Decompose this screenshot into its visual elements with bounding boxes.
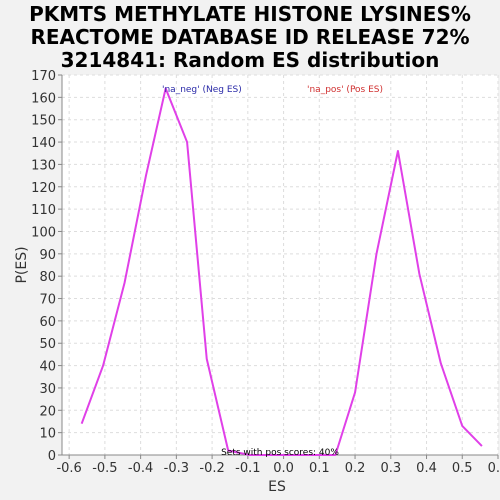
x-axis-label: ES bbox=[268, 479, 286, 495]
y-tick-label-9: 90 bbox=[39, 248, 56, 263]
series-line-0 bbox=[80, 87, 483, 456]
title-line-3: 3214841: Random ES distribution bbox=[61, 48, 440, 72]
x-tick-label-7: 0.1 bbox=[309, 461, 330, 476]
pos-scores-annotation: Sets with pos scores: 40% bbox=[221, 448, 339, 458]
y-tick-label-3: 30 bbox=[39, 382, 56, 397]
y-tick-label-5: 50 bbox=[39, 337, 56, 352]
y-tick-label-6: 60 bbox=[39, 315, 56, 330]
y-axis-label: P(ES) bbox=[14, 246, 30, 283]
y-tick-label-2: 20 bbox=[39, 404, 56, 419]
y-tick-label-13: 130 bbox=[31, 158, 56, 173]
y-tick-label-15: 150 bbox=[31, 114, 56, 129]
x-tick-label-12: 0.6 bbox=[488, 461, 500, 476]
y-tick-label-16: 160 bbox=[31, 91, 56, 106]
legend-entry-pos: 'na_pos' (Pos ES) bbox=[307, 85, 383, 95]
axes: -0.6 -0.5 -0.4 -0.3 -0.2 -0.1 0.0 0.1 0.2 0.3 0.4 0… bbox=[31, 69, 500, 476]
x-tick-label-4: -0.2 bbox=[199, 461, 224, 476]
legend-entry-neg: 'na_neg' (Neg ES) bbox=[162, 85, 242, 95]
y-tick-label-7: 70 bbox=[39, 293, 56, 308]
chart-title: PKMTS METHYLATE HISTONE LYSINES% REACTOM… bbox=[29, 2, 471, 72]
legend: 'na_neg' (Neg ES) 'na_pos' (Pos ES) bbox=[162, 85, 383, 95]
x-tick-label-1: -0.5 bbox=[92, 461, 117, 476]
y-tick-label-4: 40 bbox=[39, 360, 56, 375]
y-tick-label-12: 120 bbox=[31, 181, 56, 196]
title-line-2: REACTOME DATABASE ID RELEASE 72% bbox=[30, 25, 469, 49]
x-tick-label-2: -0.4 bbox=[128, 461, 153, 476]
x-tick-label-3: -0.3 bbox=[164, 461, 189, 476]
x-tick-label-11: 0.5 bbox=[452, 461, 473, 476]
x-tick-label-5: -0.1 bbox=[235, 461, 260, 476]
plot-area bbox=[62, 75, 498, 455]
y-tick-label-0: 0 bbox=[48, 449, 56, 464]
y-tick-label-8: 80 bbox=[39, 270, 56, 285]
y-tick-label-10: 100 bbox=[31, 225, 56, 240]
x-tick-label-0: -0.6 bbox=[56, 461, 81, 476]
x-tick-label-8: 0.2 bbox=[345, 461, 366, 476]
y-tick-label-17: 170 bbox=[31, 69, 56, 84]
x-tick-label-6: 0.0 bbox=[273, 461, 294, 476]
series bbox=[80, 87, 483, 456]
y-tick-label-1: 10 bbox=[39, 427, 56, 442]
title-line-1: PKMTS METHYLATE HISTONE LYSINES% bbox=[29, 2, 471, 26]
x-tick-label-10: 0.4 bbox=[416, 461, 437, 476]
x-tick-label-9: 0.3 bbox=[380, 461, 401, 476]
y-tick-label-14: 140 bbox=[31, 136, 56, 151]
y-tick-label-11: 110 bbox=[31, 203, 56, 218]
